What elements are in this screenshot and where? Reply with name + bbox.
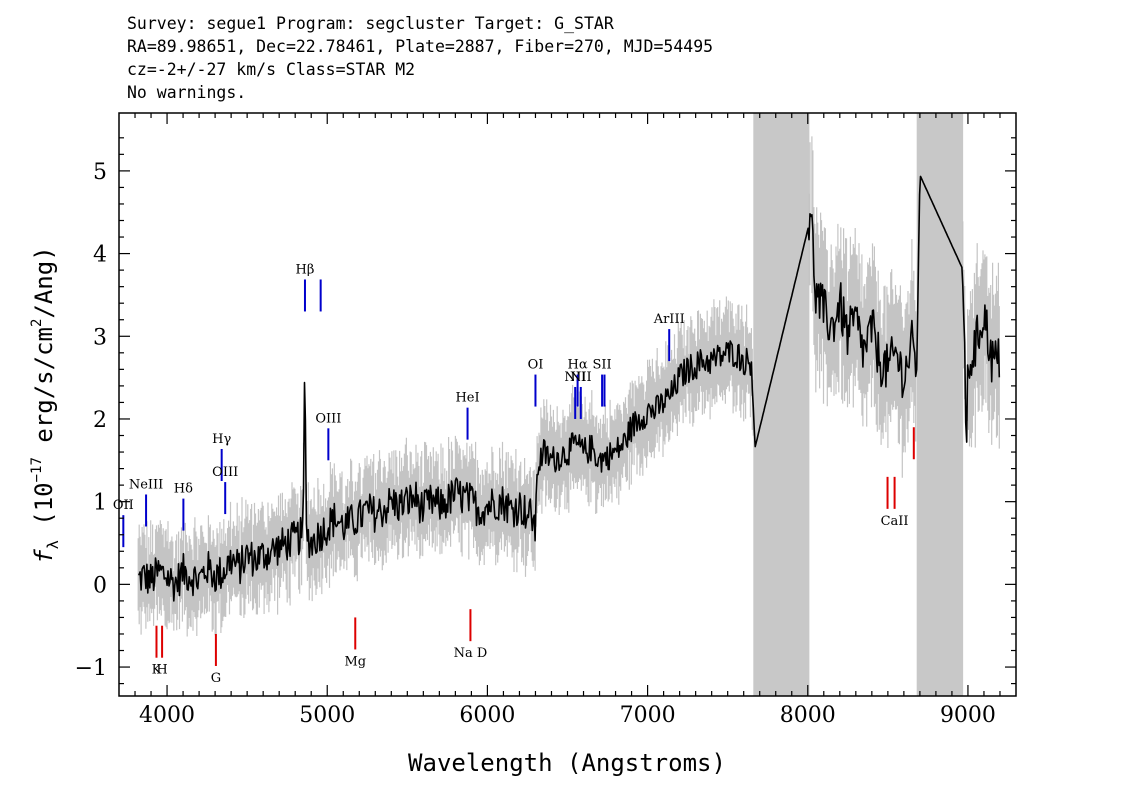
line-label-10: OI <box>528 358 544 373</box>
line-label-1: OII <box>113 498 134 513</box>
x-tick-label-5000: 5000 <box>299 703 355 728</box>
line-label-18: H <box>156 663 167 678</box>
y-tick-label-3: 3 <box>93 325 107 350</box>
header-line-coordinates: RA=89.98651, Dec=22.78461, Plate=2887, F… <box>127 37 714 56</box>
flux-series <box>138 175 1001 602</box>
header-line-redshift-class: cz=-2+/-27 km/s Class=STAR M2 <box>127 60 416 79</box>
y-tick-label-5: 5 <box>93 160 107 185</box>
line-label-11: NII <box>564 370 586 385</box>
x-tick-label-7000: 7000 <box>620 703 676 728</box>
line-label-12: Hα <box>568 358 588 373</box>
masked-region-2 <box>916 113 964 696</box>
line-label-20: Mg <box>344 654 366 669</box>
x-tick-label-6000: 6000 <box>459 703 515 728</box>
x-tick-label-9000: 9000 <box>940 703 996 728</box>
line-label-19: G <box>211 671 221 686</box>
masked-region-1 <box>753 113 810 696</box>
x-axis-title: Wavelength (Angstroms) <box>408 749 726 777</box>
y-axis-title: fλ (10−17 erg/s/cm2/Ang) <box>29 246 62 563</box>
line-label-9: HeI <box>455 391 479 406</box>
line-label-8: OIII <box>315 411 341 426</box>
y-axis-title-exp2: 2 <box>29 319 45 327</box>
y-tick-label-2: 2 <box>93 408 107 433</box>
line-label-13: NII <box>570 370 592 385</box>
line-label-16: ArIII <box>653 312 685 327</box>
y-axis-title-f: f <box>30 549 58 564</box>
line-label-5: OIII <box>212 465 238 480</box>
line-label-14: SII <box>593 358 612 373</box>
tick-labels: 4000 5000 6000 7000 8000 9000 −1 0 1 2 3 4 5 <box>75 160 996 728</box>
y-tick-label--1: −1 <box>75 656 107 681</box>
x-tick-label-8000: 8000 <box>780 703 836 728</box>
header-line-warnings: No warnings. <box>127 83 247 102</box>
y-axis-title-pre: (10 <box>30 482 58 540</box>
line-label-4: Hγ <box>212 432 231 447</box>
y-tick-label-1: 1 <box>93 491 107 516</box>
line-label-21: Na D <box>454 646 488 661</box>
y-tick-label-0: 0 <box>93 573 107 598</box>
y-tick-label-4: 4 <box>93 243 107 268</box>
y-axis-title-mid: erg/s/cm <box>30 327 58 457</box>
line-label-17: K <box>152 663 162 678</box>
y-axis-title-post: /Ang) <box>30 246 58 318</box>
y-axis-title-lambda: λ <box>44 540 62 549</box>
axis-ticks <box>119 113 1016 696</box>
flux-line <box>138 175 1001 602</box>
header-line-survey: Survey: segue1 Program: segcluster Targe… <box>127 14 614 33</box>
spectrum-header: Survey: segue1 Program: segcluster Targe… <box>127 12 713 104</box>
x-tick-label-4000: 4000 <box>139 703 195 728</box>
masked-regions <box>753 113 964 696</box>
line-label-23: CaII <box>881 514 909 529</box>
line-label-6: Hβ <box>296 262 315 277</box>
line-label-2: NeIII <box>129 477 163 492</box>
y-axis-title-exp1: −17 <box>29 457 45 482</box>
line-label-3: Hδ <box>174 482 193 497</box>
